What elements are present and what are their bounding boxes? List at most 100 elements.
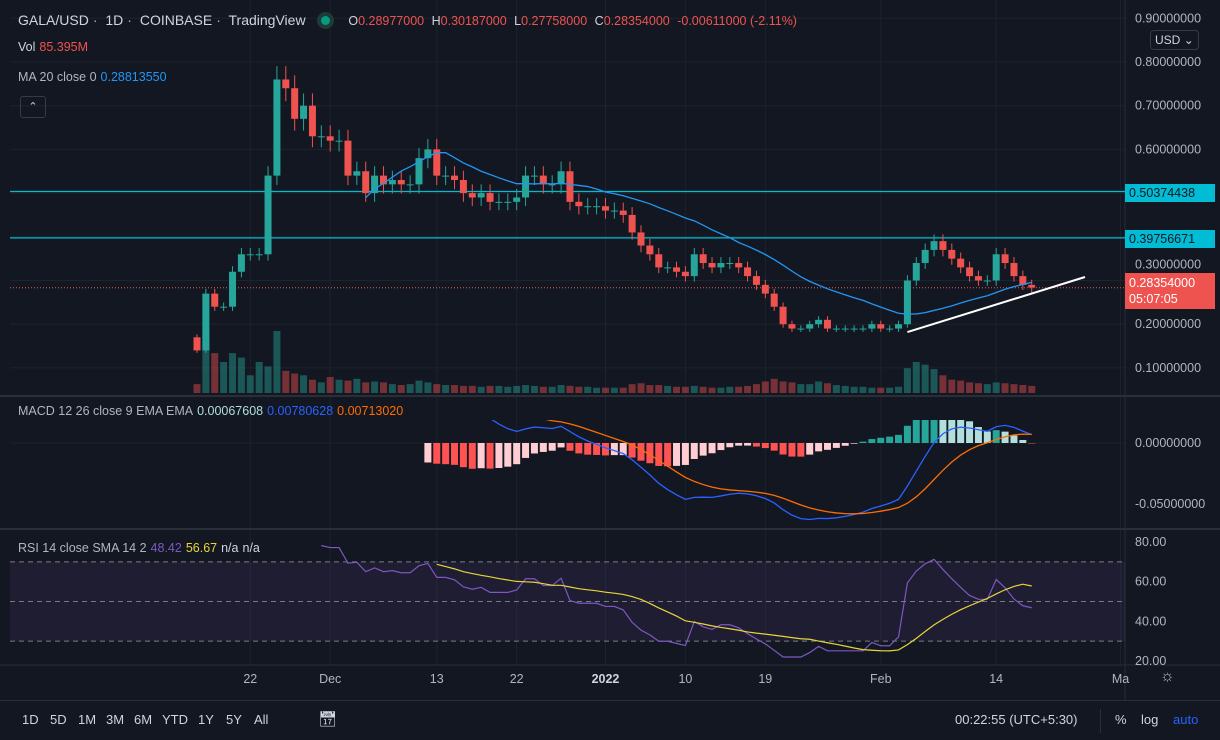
- macd-histogram-bar: [424, 443, 432, 463]
- macd-histogram-bar: [726, 443, 734, 448]
- chart-canvas[interactable]: 0.90000000 0.80000000 0.70000000 0.60000000…: [0, 0, 1220, 700]
- candle-body: [255, 254, 263, 256]
- macd-histogram-bar: [468, 443, 476, 469]
- symbol-legend: GALA/USD · 1D · COINBASE · TradingView O0.2…: [18, 12, 801, 28]
- range-3m[interactable]: 3M: [106, 712, 125, 727]
- macd-histogram-bar: [992, 430, 1000, 443]
- macd-hist-value: 0.00067608: [197, 404, 264, 418]
- candle-body: [246, 254, 254, 256]
- volume-bar: [655, 385, 663, 393]
- volume-bar: [575, 386, 583, 393]
- chevron-up-icon: ⌃: [28, 101, 38, 113]
- currency-label: USD: [1155, 33, 1181, 47]
- settings-gear-icon[interactable]: ☼: [1160, 668, 1175, 685]
- volume-bar: [779, 381, 787, 393]
- range-1m[interactable]: 1M: [78, 712, 97, 727]
- volume-bar: [557, 385, 565, 393]
- volume-bar: [681, 386, 689, 393]
- price-tick: 0.30000000: [1135, 258, 1201, 272]
- collapse-legend-button[interactable]: ⌃: [20, 96, 46, 118]
- auto-scale-toggle[interactable]: auto: [1173, 712, 1199, 727]
- macd-legend[interactable]: MACD 12 26 close 9 EMA EMA 0.00067608 0.00…: [18, 404, 407, 418]
- volume-bar: [424, 382, 432, 393]
- candle-body: [229, 271, 237, 307]
- candle-body: [379, 175, 387, 185]
- candle-body: [468, 193, 476, 198]
- percent-toggle[interactable]: %: [1115, 712, 1127, 727]
- volume-label: Vol: [18, 40, 36, 54]
- candle-body: [522, 175, 530, 198]
- interval[interactable]: 1D: [105, 12, 124, 28]
- candle-body: [930, 241, 938, 250]
- currency-dropdown[interactable]: USD ⌄: [1150, 30, 1199, 50]
- volume-bar: [415, 380, 423, 393]
- go-to-date-calendar-icon[interactable]: 📅︎: [318, 711, 338, 728]
- candle-body: [362, 171, 370, 194]
- candle-body: [530, 175, 538, 177]
- candle-body: [1019, 276, 1027, 285]
- volume-bar: [930, 369, 938, 393]
- volume-bar: [282, 370, 290, 393]
- candle-body: [566, 171, 574, 202]
- range-ytd[interactable]: YTD: [162, 712, 188, 727]
- macd-histogram-bar: [903, 425, 911, 443]
- log-toggle[interactable]: log: [1141, 712, 1159, 727]
- macd-histogram-bar: [690, 443, 698, 459]
- macd-histogram-bar: [619, 443, 627, 456]
- macd-histogram-bar: [673, 443, 681, 466]
- candle-body: [264, 175, 272, 255]
- symbol[interactable]: GALA/USD: [18, 12, 89, 28]
- range-1d[interactable]: 1D: [22, 712, 39, 727]
- candle-body: [1010, 263, 1018, 277]
- volume-bar: [797, 384, 805, 393]
- volume-bar: [308, 379, 316, 393]
- volume-bar: [966, 382, 974, 393]
- volume-bar: [664, 385, 672, 393]
- volume-bar: [957, 380, 965, 393]
- volume-bar: [379, 382, 387, 393]
- rsi-legend[interactable]: RSI 14 close SMA 14 2 48.42 56.67 n/a n/a: [18, 541, 264, 555]
- range-1y[interactable]: 1Y: [198, 712, 214, 727]
- volume-bar: [690, 385, 698, 393]
- last-price-label: 0.28354000 05:07:05: [1125, 273, 1215, 309]
- macd-histogram-bar: [664, 443, 672, 467]
- candle-body: [353, 171, 361, 176]
- macd-tick: -0.05000000: [1135, 497, 1205, 511]
- candle-body: [637, 232, 645, 246]
- candle-body: [397, 179, 405, 185]
- macd-histogram-bar: [983, 431, 991, 443]
- rsi-sma-line: [436, 563, 1032, 652]
- candle-body: [815, 319, 823, 325]
- volume-bar: [601, 387, 609, 393]
- candle-body: [886, 328, 894, 330]
- candle-body: [717, 263, 725, 268]
- macd-histogram-bar: [442, 443, 450, 465]
- candle-body: [584, 206, 592, 208]
- candle-body: [797, 328, 805, 330]
- volume-bar: [220, 362, 228, 393]
- volume-bar: [726, 386, 734, 393]
- volume-bar: [548, 386, 556, 393]
- macd-histogram-bar: [735, 443, 743, 446]
- macd-histogram-bar: [868, 439, 876, 443]
- volume-bar: [584, 386, 592, 393]
- low-value: 0.27758000: [521, 14, 588, 28]
- candle-body: [983, 280, 991, 282]
- macd-histogram-bar: [486, 443, 494, 469]
- range-6m[interactable]: 6M: [134, 712, 153, 727]
- candle-body: [291, 88, 299, 119]
- rsi-tick: 60.00: [1135, 575, 1166, 589]
- range-5d[interactable]: 5D: [50, 712, 67, 727]
- clock-timezone[interactable]: 00:22:55 (UTC+5:30): [955, 712, 1078, 727]
- candle-body: [433, 149, 441, 176]
- volume-bar: [255, 362, 263, 393]
- volume-bar: [433, 384, 441, 393]
- volume-bar: [326, 377, 334, 393]
- volume-legend[interactable]: Vol 85.395M: [18, 40, 92, 54]
- macd-histogram-bar: [779, 443, 787, 455]
- candle-body: [681, 271, 689, 277]
- range-5y[interactable]: 5Y: [226, 712, 242, 727]
- candle-body: [513, 197, 521, 202]
- range-all[interactable]: All: [254, 712, 269, 727]
- ma-legend[interactable]: MA 20 close 0 0.28813550: [18, 70, 171, 84]
